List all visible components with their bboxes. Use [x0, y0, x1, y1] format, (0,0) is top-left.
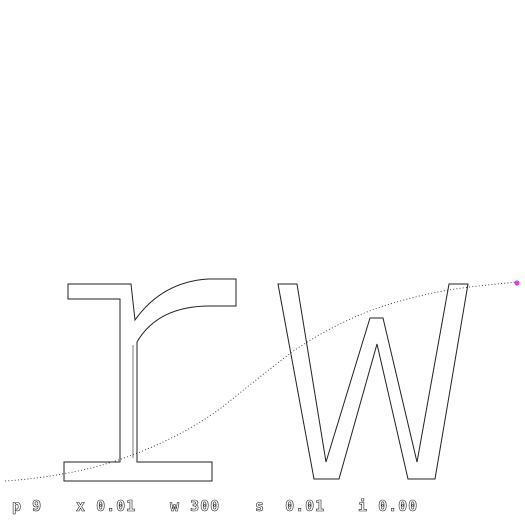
glyph-r [63, 278, 237, 482]
param-x-value: 0.01 [96, 497, 137, 516]
param-w-value: 300 [190, 497, 221, 516]
param-i-key: i [358, 497, 369, 516]
param-i-value: 0.00 [378, 497, 419, 516]
param-w-key: w [170, 497, 181, 516]
param-s-key: s [255, 497, 266, 516]
param-w: w 300 [170, 497, 221, 516]
param-x-key: x [76, 497, 87, 516]
parameter-readout: p 9 x 0.01 w 300 s 0.01 i 0.00 [0, 497, 525, 517]
param-s-value: 0.01 [285, 497, 326, 516]
param-x: x 0.01 [76, 497, 137, 516]
param-s: s 0.01 [255, 497, 326, 516]
glyph-w [277, 283, 469, 480]
param-p: p 9 [12, 497, 43, 516]
trace-end-marker [514, 280, 520, 286]
param-i: i 0.00 [358, 497, 419, 516]
param-p-value: 9 [32, 497, 43, 516]
param-p-key: p [12, 497, 23, 516]
trace-path [4, 281, 519, 482]
